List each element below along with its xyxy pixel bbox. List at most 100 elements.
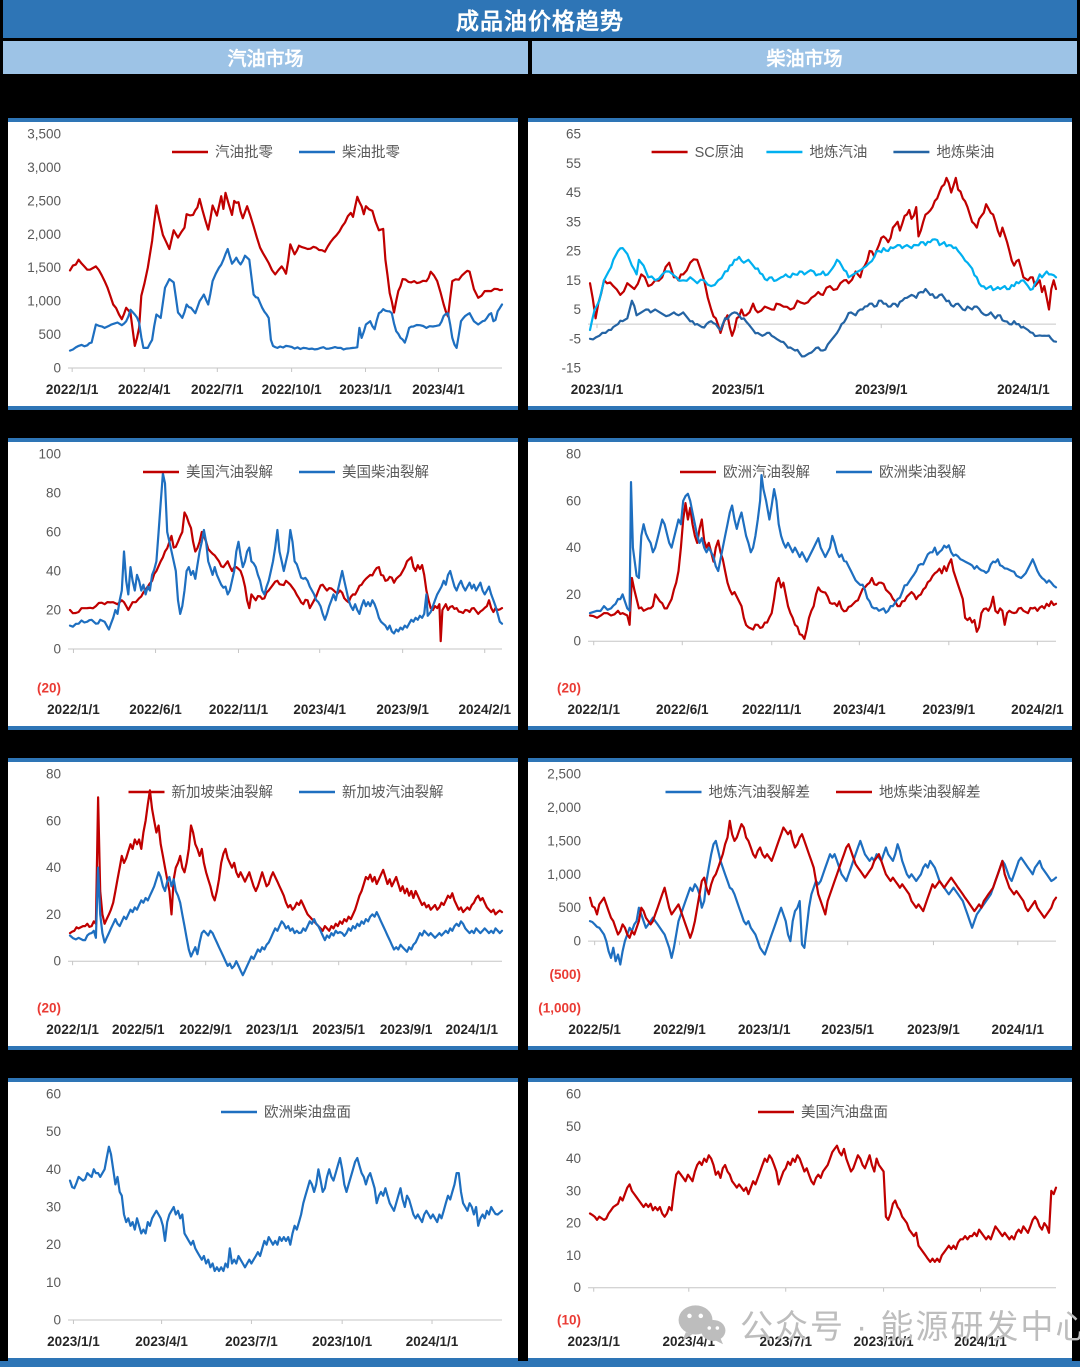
page-title: 成品油价格趋势 (3, 0, 1077, 38)
svg-text:-5: -5 (569, 331, 581, 346)
svg-text:60: 60 (566, 1087, 581, 1102)
svg-text:50: 50 (566, 1119, 581, 1134)
svg-text:2,000: 2,000 (547, 800, 581, 815)
svg-text:1,500: 1,500 (547, 833, 581, 848)
svg-text:2024/1/1: 2024/1/1 (954, 1334, 1007, 1349)
svg-text:0: 0 (573, 934, 581, 949)
svg-text:2023/10/1: 2023/10/1 (312, 1334, 373, 1349)
svg-text:80: 80 (46, 486, 61, 501)
page-title-text: 成品油价格趋势 (456, 8, 624, 34)
svg-text:500: 500 (558, 900, 581, 915)
svg-text:500: 500 (38, 327, 61, 342)
svg-text:2023/1/1: 2023/1/1 (567, 1334, 620, 1349)
svg-text:0: 0 (573, 1280, 581, 1295)
svg-text:0: 0 (53, 954, 61, 969)
svg-text:2022/1/1: 2022/1/1 (567, 702, 620, 717)
svg-text:20: 20 (46, 907, 61, 922)
chart-panel-europe-diesel-futures: 2023/1/1 2023/4/1 2023/7/1 2023/10/1 2024/1/… (8, 1078, 518, 1362)
svg-text:(1,000): (1,000) (538, 1001, 581, 1016)
svg-text:2023/4/1: 2023/4/1 (833, 702, 886, 717)
svg-text:SC原油: SC原油 (695, 144, 744, 161)
svg-text:2022/6/1: 2022/6/1 (129, 702, 182, 717)
svg-text:2023/9/1: 2023/9/1 (380, 1022, 433, 1037)
svg-text:汽油批零: 汽油批零 (215, 144, 273, 161)
svg-text:2024/1/1: 2024/1/1 (445, 1022, 498, 1037)
svg-text:柴油批零: 柴油批零 (342, 144, 400, 161)
svg-text:2022/5/1: 2022/5/1 (112, 1022, 165, 1037)
svg-text:60: 60 (46, 813, 61, 828)
svg-text:2022/7/1: 2022/7/1 (191, 382, 244, 397)
svg-text:20: 20 (46, 1237, 61, 1252)
svg-text:0: 0 (573, 634, 581, 649)
svg-text:2023/10/1: 2023/10/1 (854, 1334, 915, 1349)
svg-text:60: 60 (46, 525, 61, 540)
svg-text:3,500: 3,500 (27, 127, 61, 142)
bottom-divider-bar (0, 1361, 1080, 1367)
svg-text:地炼汽油: 地炼汽油 (809, 144, 867, 161)
svg-text:2023/5/1: 2023/5/1 (821, 1022, 874, 1037)
svg-text:80: 80 (46, 767, 61, 782)
svg-text:(20): (20) (37, 681, 61, 696)
svg-text:欧洲汽油裂解: 欧洲汽油裂解 (723, 464, 810, 481)
svg-text:2023/5/1: 2023/5/1 (712, 382, 765, 397)
svg-text:30: 30 (566, 1183, 581, 1198)
column-headers: 汽油市场 柴油市场 (3, 41, 1077, 74)
svg-text:2023/7/1: 2023/7/1 (759, 1334, 812, 1349)
svg-text:2022/1/1: 2022/1/1 (47, 702, 100, 717)
wechat-icon (678, 1305, 726, 1345)
svg-text:2024/1/1: 2024/1/1 (406, 1334, 459, 1349)
watermark-text: 公众号 · 能源研发中心 (740, 1308, 1080, 1345)
svg-text:2023/4/1: 2023/4/1 (663, 1334, 716, 1349)
svg-text:2022/1/1: 2022/1/1 (46, 1022, 99, 1037)
svg-text:20: 20 (566, 1216, 581, 1231)
svg-text:地炼汽油裂解差: 地炼汽油裂解差 (709, 784, 811, 801)
svg-text:2,000: 2,000 (27, 227, 61, 242)
svg-text:2022/6/1: 2022/6/1 (656, 702, 709, 717)
svg-text:30: 30 (46, 1200, 61, 1215)
svg-text:2022/11/1: 2022/11/1 (209, 702, 269, 717)
svg-text:2023/4/1: 2023/4/1 (412, 382, 465, 397)
svg-text:10: 10 (46, 1275, 61, 1290)
svg-text:2024/2/1: 2024/2/1 (458, 702, 511, 717)
svg-text:2023/1/1: 2023/1/1 (571, 382, 624, 397)
watermark: 公众号 · 能源研发中心 (676, 1300, 1080, 1348)
svg-text:美国汽油裂解: 美国汽油裂解 (186, 464, 273, 481)
chart-panel-europe-crack-spreads: 2022/1/1 2022/6/1 2022/11/1 2023/4/1 2023/9/… (528, 438, 1072, 730)
svg-text:-15: -15 (561, 361, 581, 376)
svg-text:2,500: 2,500 (27, 193, 61, 208)
svg-text:地炼柴油裂解差: 地炼柴油裂解差 (879, 784, 981, 801)
svg-text:2024/1/1: 2024/1/1 (997, 382, 1050, 397)
svg-text:80: 80 (566, 447, 581, 462)
svg-text:0: 0 (53, 361, 61, 376)
chart-panel-refinery-crack-spread-diff: 2022/5/1 2022/9/1 2023/1/1 2023/5/1 2023/9/1… (528, 758, 1072, 1050)
svg-text:25: 25 (566, 244, 581, 259)
svg-text:1,000: 1,000 (27, 294, 61, 309)
svg-text:1,000: 1,000 (547, 867, 581, 882)
svg-text:(500): (500) (549, 967, 581, 982)
svg-text:欧洲柴油裂解: 欧洲柴油裂解 (879, 464, 966, 481)
svg-text:(20): (20) (37, 1001, 61, 1016)
svg-text:2023/4/1: 2023/4/1 (293, 702, 346, 717)
svg-text:35: 35 (566, 214, 581, 229)
svg-text:(20): (20) (557, 681, 581, 696)
svg-text:2024/2/1: 2024/2/1 (1011, 702, 1064, 717)
svg-text:40: 40 (46, 1162, 61, 1177)
svg-text:65: 65 (566, 127, 581, 142)
chart-panel-sc-crude-refinery-margins: 2023/1/1 2023/5/1 2023/9/1 2024/1/1 65 55 45 35… (528, 118, 1072, 410)
svg-text:40: 40 (566, 540, 581, 555)
svg-text:2023/7/1: 2023/7/1 (225, 1334, 278, 1349)
svg-text:2022/11/1: 2022/11/1 (742, 702, 802, 717)
svg-text:2022/10/1: 2022/10/1 (262, 382, 323, 397)
chart-panel-us-crack-spreads: 2022/1/1 2022/6/1 2022/11/1 2023/4/1 2023/9/… (8, 438, 518, 730)
svg-text:20: 20 (566, 587, 581, 602)
svg-text:100: 100 (38, 447, 61, 462)
svg-text:45: 45 (566, 185, 581, 200)
svg-text:0: 0 (53, 1313, 61, 1328)
svg-text:欧洲柴油盘面: 欧洲柴油盘面 (264, 1103, 351, 1121)
svg-text:3,000: 3,000 (27, 160, 61, 175)
svg-text:2022/5/1: 2022/5/1 (568, 1022, 621, 1037)
chart-panel-gasoline-diesel-wholesale-retail: 2022/1/1 2022/4/1 2022/7/1 2022/10/1 2023/1/… (8, 118, 518, 410)
svg-text:2024/1/1: 2024/1/1 (992, 1022, 1045, 1037)
svg-text:地炼柴油: 地炼柴油 (936, 144, 994, 161)
